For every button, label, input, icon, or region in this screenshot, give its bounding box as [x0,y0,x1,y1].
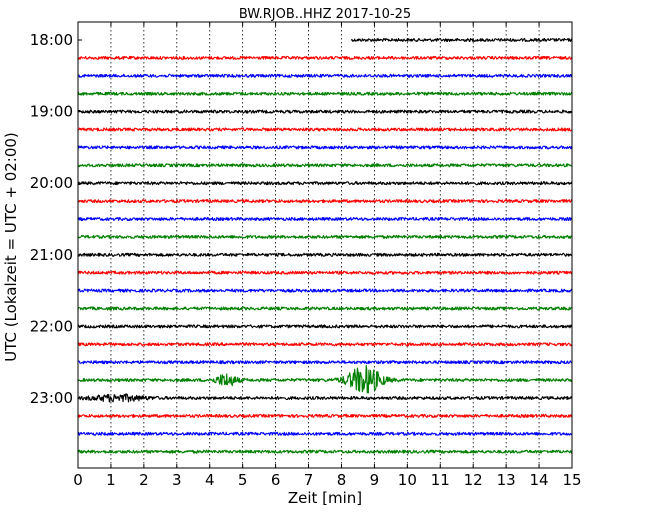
x-axis-ticks: 0 1 2 3 4 5 6 7 8 9 10 11 12 13 14 15 [73,22,582,489]
y-tick-label-22:00: 22:00 [30,317,73,335]
trace-2045 [77,234,573,239]
y-axis-ticks: 18:00 19:00 20:00 21:00 22:00 23:00 [30,31,572,407]
plot-area-frame [77,21,573,469]
vertical-grid-lines [110,22,540,468]
x-tick-label-9: 9 [370,471,380,489]
trace-1830 [77,73,573,78]
trace-1900 [77,109,573,114]
trace-2130 [77,288,573,293]
y-tick-label-18:00: 18:00 [30,31,73,49]
trace-1815 [77,55,573,60]
trace-1915 [77,127,573,132]
x-tick-label-5: 5 [238,471,248,489]
x-tick-label-13: 13 [497,471,516,489]
trace-2315 [77,413,573,418]
trace-2300 [77,393,573,403]
trace-1930 [77,145,573,150]
x-tick-label-12: 12 [464,471,483,489]
seismogram-traces [77,37,573,454]
trace-1945 [77,163,573,168]
x-tick-label-4: 4 [205,471,215,489]
x-tick-label-7: 7 [304,471,314,489]
x-tick-label-15: 15 [562,471,581,489]
x-tick-label-14: 14 [530,471,549,489]
x-tick-label-8: 8 [337,471,347,489]
trace-2230 [77,360,573,365]
trace-2030 [77,216,573,222]
x-tick-label-6: 6 [271,471,281,489]
y-tick-label-21:00: 21:00 [30,246,73,264]
y-tick-label-23:00: 23:00 [30,389,73,407]
y-axis-label: UTC (Lokalzeit = UTC + 02:00) [2,132,20,362]
x-tick-label-0: 0 [73,471,83,489]
trace-1845 [77,91,573,96]
x-tick-label-3: 3 [172,471,182,489]
chart-title: BW.RJOB..HHZ 2017-10-25 [239,7,411,22]
trace-1800 [350,37,573,43]
trace-2215 [77,342,573,347]
x-tick-label-1: 1 [106,471,116,489]
y-tick-label-19:00: 19:00 [30,103,73,121]
x-tick-label-11: 11 [431,471,450,489]
x-tick-label-10: 10 [398,471,417,489]
trace-2000 [77,181,573,186]
trace-2245 [77,365,573,394]
trace-2200 [77,324,573,329]
trace-2115 [77,270,573,275]
y-tick-label-20:00: 20:00 [30,174,73,192]
trace-2145 [77,306,573,311]
trace-2100 [77,252,573,257]
x-axis-label: Zeit [min] [288,489,362,507]
x-tick-label-2: 2 [139,471,149,489]
trace-2330 [77,431,573,436]
trace-2345 [77,449,573,454]
trace-2015 [77,199,573,204]
